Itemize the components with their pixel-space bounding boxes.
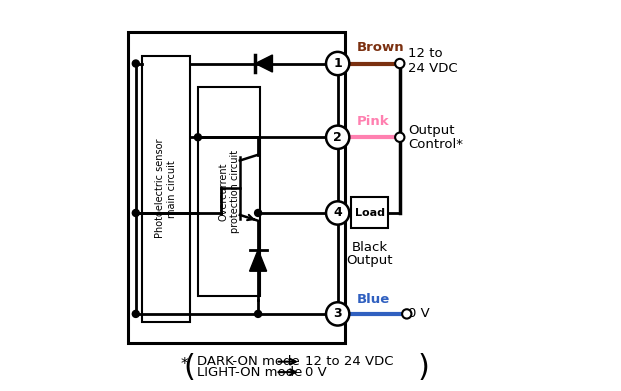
- Circle shape: [255, 310, 261, 317]
- Polygon shape: [255, 55, 273, 72]
- Text: 0 V: 0 V: [305, 366, 327, 378]
- Circle shape: [132, 210, 139, 217]
- Text: Control*: Control*: [409, 138, 463, 151]
- Circle shape: [132, 310, 139, 317]
- Bar: [142, 56, 190, 322]
- Text: 24 VDC: 24 VDC: [409, 62, 458, 75]
- Bar: [198, 87, 260, 296]
- Circle shape: [395, 59, 404, 68]
- Text: *: *: [181, 357, 188, 372]
- Circle shape: [132, 60, 139, 67]
- Text: 1: 1: [333, 57, 342, 70]
- Circle shape: [194, 134, 201, 141]
- Text: Pink: Pink: [357, 115, 390, 128]
- Text: Output: Output: [409, 124, 455, 137]
- Text: 0 V: 0 V: [409, 307, 430, 320]
- Circle shape: [402, 309, 412, 319]
- Text: Black: Black: [351, 240, 388, 254]
- Text: 12 to: 12 to: [409, 47, 443, 60]
- Text: Photoelectric sensor
main circuit: Photoelectric sensor main circuit: [155, 139, 177, 239]
- Polygon shape: [250, 250, 266, 271]
- Text: 2: 2: [333, 131, 342, 144]
- Text: Load: Load: [355, 208, 384, 218]
- Text: Overcurrent
protection circuit: Overcurrent protection circuit: [218, 150, 240, 233]
- Text: 4: 4: [333, 206, 342, 219]
- Text: DARK-ON mode: DARK-ON mode: [197, 355, 300, 368]
- Text: ): ): [417, 353, 429, 382]
- Text: 3: 3: [333, 307, 342, 320]
- Circle shape: [326, 201, 350, 224]
- Text: (: (: [183, 353, 196, 382]
- Bar: [351, 197, 388, 228]
- Circle shape: [326, 302, 350, 326]
- Circle shape: [395, 133, 404, 142]
- Text: 12 to 24 VDC: 12 to 24 VDC: [305, 355, 393, 368]
- Text: Output: Output: [347, 254, 393, 267]
- Text: Blue: Blue: [357, 292, 391, 306]
- Circle shape: [255, 210, 261, 217]
- Circle shape: [326, 52, 350, 75]
- Text: LIGHT-ON mode: LIGHT-ON mode: [197, 366, 302, 378]
- Bar: [128, 32, 345, 343]
- Circle shape: [326, 126, 350, 149]
- Text: Brown: Brown: [357, 41, 405, 54]
